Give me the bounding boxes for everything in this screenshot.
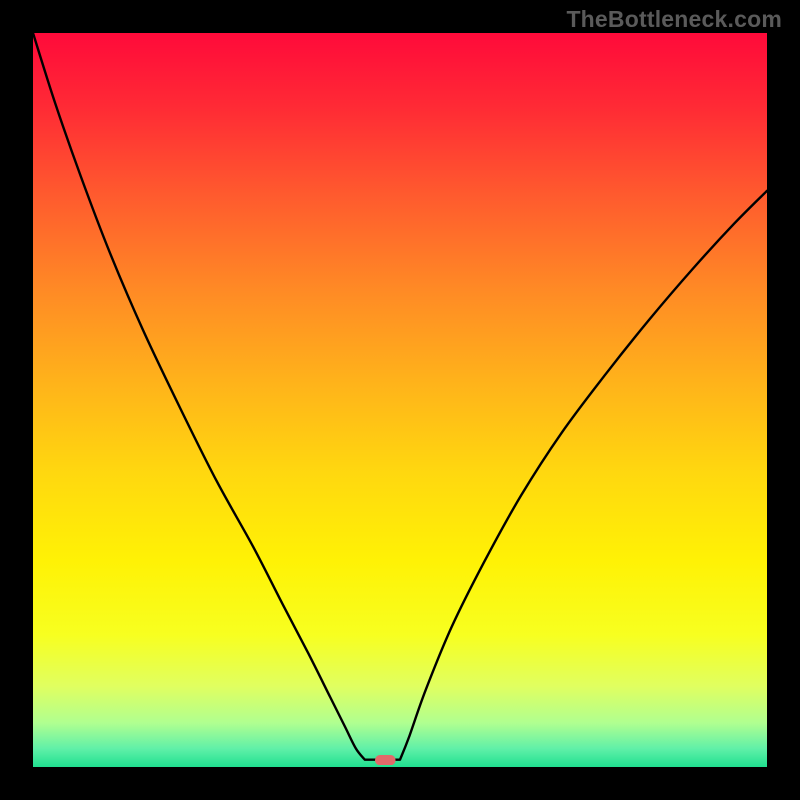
bottleneck-curve	[33, 33, 767, 767]
chart-container: TheBottleneck.com	[0, 0, 800, 800]
optimal-marker	[375, 755, 396, 765]
plot-area	[33, 33, 767, 767]
watermark-text: TheBottleneck.com	[566, 6, 782, 33]
